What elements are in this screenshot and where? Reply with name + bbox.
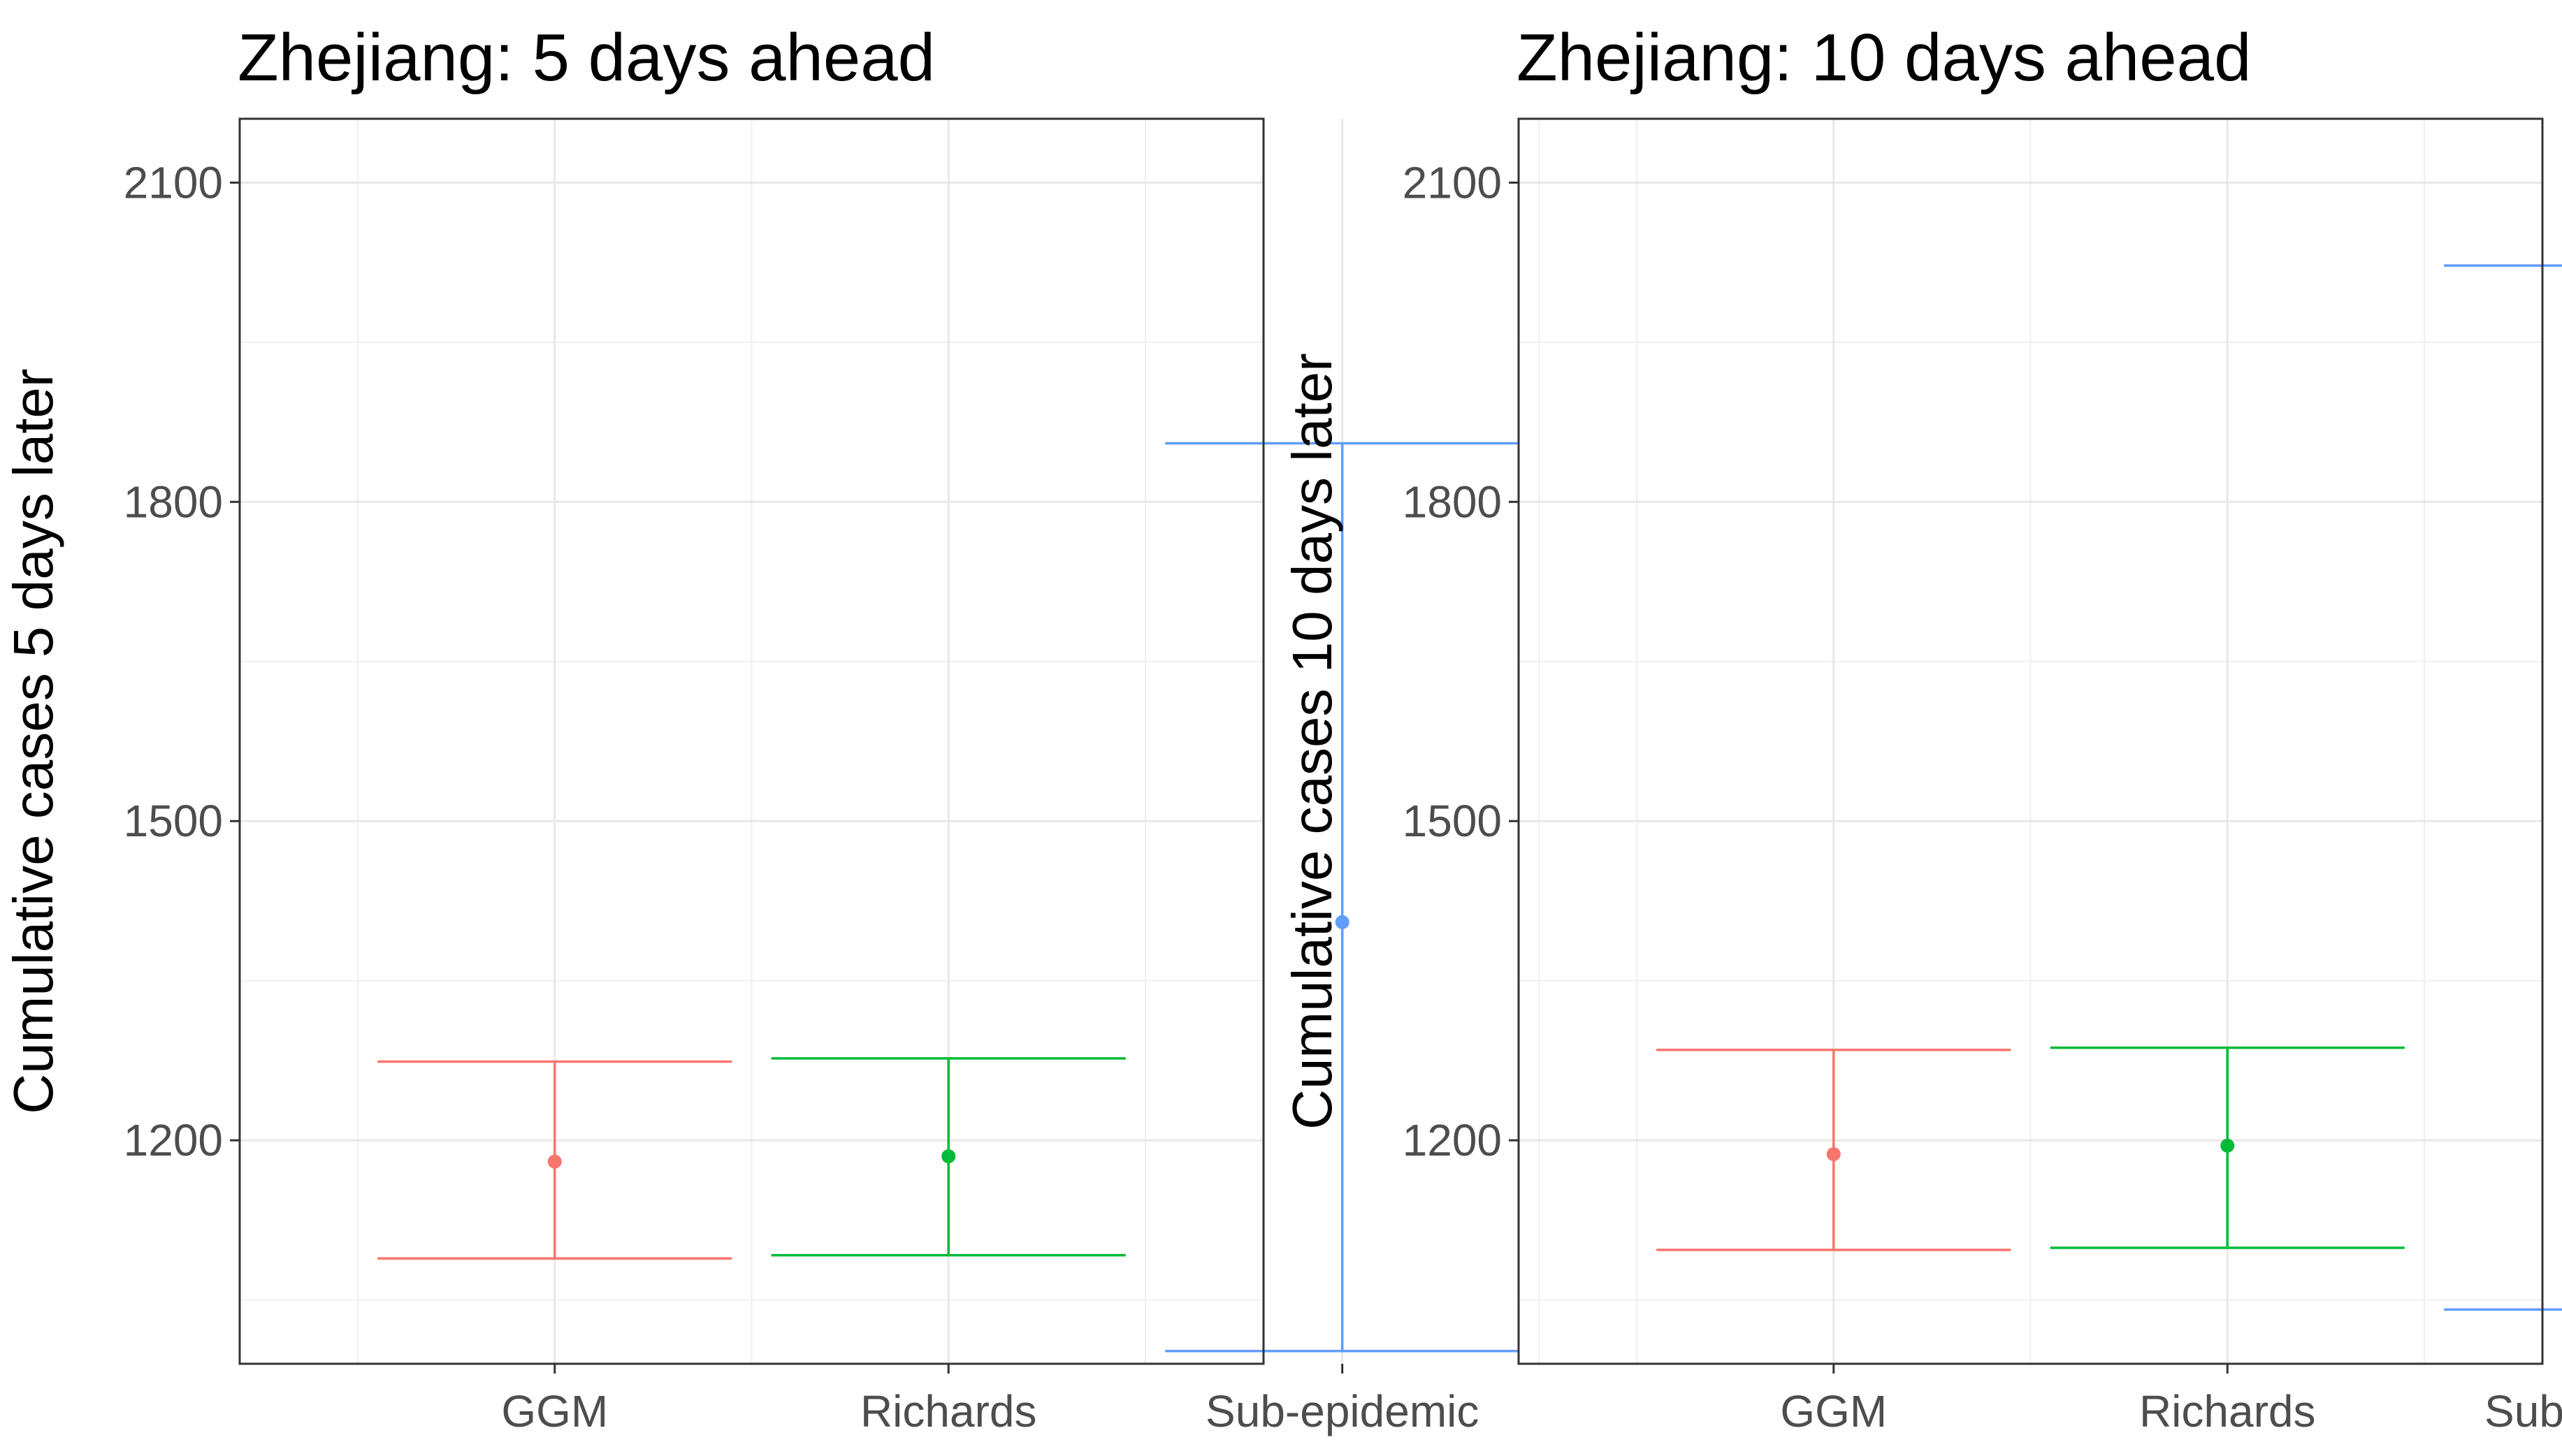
estimate-point: [941, 1149, 956, 1163]
estimate-point: [1335, 915, 1349, 929]
chart-title: Zhejiang: 5 days ahead: [238, 20, 935, 95]
x-tick-label: Richards: [2139, 1386, 2316, 1436]
y-axis-label: Cumulative cases 5 days later: [2, 368, 64, 1114]
y-tick-label: 2100: [1403, 157, 1502, 208]
y-tick-label: 2100: [124, 157, 223, 208]
y-tick-label: 1500: [124, 796, 223, 846]
estimate-point: [547, 1154, 562, 1169]
estimate-point: [2220, 1138, 2235, 1153]
y-tick-label: 1500: [1403, 796, 1502, 846]
y-tick-label: 1200: [124, 1115, 223, 1165]
x-tick-label: Richards: [860, 1386, 1037, 1436]
y-tick-label: 1800: [124, 476, 223, 527]
x-tick-label: GGM: [501, 1386, 608, 1436]
y-tick-label: 1800: [1403, 476, 1502, 527]
x-tick-label: GGM: [1780, 1386, 1887, 1436]
x-tick-label: Sub-epidemic: [1206, 1386, 1479, 1436]
chart-panel-2: 1200 1500 1800 2100 GGM Richards Sub-epidemic C…: [1281, 20, 2562, 1436]
chart-title: Zhejiang: 10 days ahead: [1517, 20, 2251, 95]
estimate-point: [1826, 1146, 1841, 1161]
y-tick-label: 1200: [1403, 1115, 1502, 1165]
panel-border: [1517, 117, 2544, 1365]
chart-panel-1: 1200 1500 1800 2100 GGM Richards Sub-epidemic C…: [2, 20, 1540, 1436]
panel-border: [238, 117, 1265, 1365]
y-axis-label: Cumulative cases 10 days later: [1281, 353, 1343, 1130]
x-tick-label: Sub-epidemic: [2484, 1386, 2562, 1436]
